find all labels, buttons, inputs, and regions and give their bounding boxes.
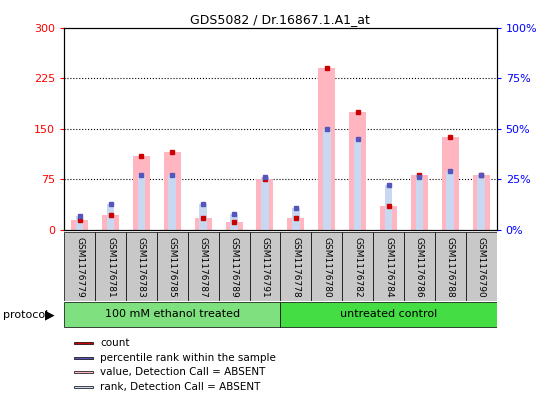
Bar [64,302,280,327]
Text: GSM1176787: GSM1176787 [199,237,208,298]
Text: GSM1176791: GSM1176791 [261,237,270,298]
Bar [477,175,485,230]
Text: GSM1176788: GSM1176788 [446,237,455,298]
Bar [473,174,490,230]
Text: value, Detection Call = ABSENT: value, Detection Call = ABSENT [100,367,266,377]
Bar [71,220,88,230]
Bar [435,232,466,301]
Bar [74,386,93,388]
Bar [219,232,249,301]
Bar [411,174,428,230]
Bar [138,175,145,230]
Bar [466,232,497,301]
Bar [292,208,300,230]
Bar [257,179,273,230]
Text: GSM1176790: GSM1176790 [477,237,485,298]
Text: GSM1176781: GSM1176781 [106,237,115,298]
Text: GSM1176786: GSM1176786 [415,237,424,298]
Bar [261,177,269,230]
Bar [126,232,157,301]
Bar [187,232,219,301]
Bar [230,214,238,230]
Bar [311,232,342,301]
Bar [280,232,311,301]
Bar [373,232,404,301]
Bar [195,218,211,230]
Text: GSM1176782: GSM1176782 [353,237,362,298]
Text: GSM1176778: GSM1176778 [291,237,300,298]
Text: GSM1176780: GSM1176780 [322,237,331,298]
Bar [64,232,95,301]
Bar [446,171,454,230]
Text: protocol: protocol [3,310,48,320]
Bar [107,204,114,230]
Bar [349,112,366,230]
Bar [169,175,176,230]
Bar [225,222,243,230]
Text: untreated control: untreated control [340,309,437,320]
Bar [318,68,335,230]
Bar [164,152,181,230]
Bar [280,302,497,327]
Bar [95,232,126,301]
Bar [342,232,373,301]
Bar [249,232,280,301]
Title: GDS5082 / Dr.16867.1.A1_at: GDS5082 / Dr.16867.1.A1_at [190,13,371,26]
Text: GSM1176784: GSM1176784 [384,237,393,298]
Bar [74,342,93,344]
Text: GSM1176779: GSM1176779 [75,237,84,298]
Bar [74,356,93,359]
Bar [74,371,93,373]
Text: percentile rank within the sample: percentile rank within the sample [100,353,276,363]
Bar [102,215,119,230]
Text: 100 mM ethanol treated: 100 mM ethanol treated [105,309,240,320]
Bar [133,156,150,230]
Text: ▶: ▶ [45,309,55,322]
Bar [199,204,207,230]
Bar [354,139,362,230]
Bar [442,137,459,230]
Bar [76,216,84,230]
Text: GSM1176789: GSM1176789 [229,237,239,298]
Text: count: count [100,338,129,348]
Bar [404,232,435,301]
Bar [323,129,330,230]
Text: GSM1176785: GSM1176785 [168,237,177,298]
Bar [384,185,392,230]
Bar [380,206,397,230]
Bar [287,218,304,230]
Bar [157,232,187,301]
Text: GSM1176783: GSM1176783 [137,237,146,298]
Bar [416,177,423,230]
Text: rank, Detection Call = ABSENT: rank, Detection Call = ABSENT [100,382,261,392]
